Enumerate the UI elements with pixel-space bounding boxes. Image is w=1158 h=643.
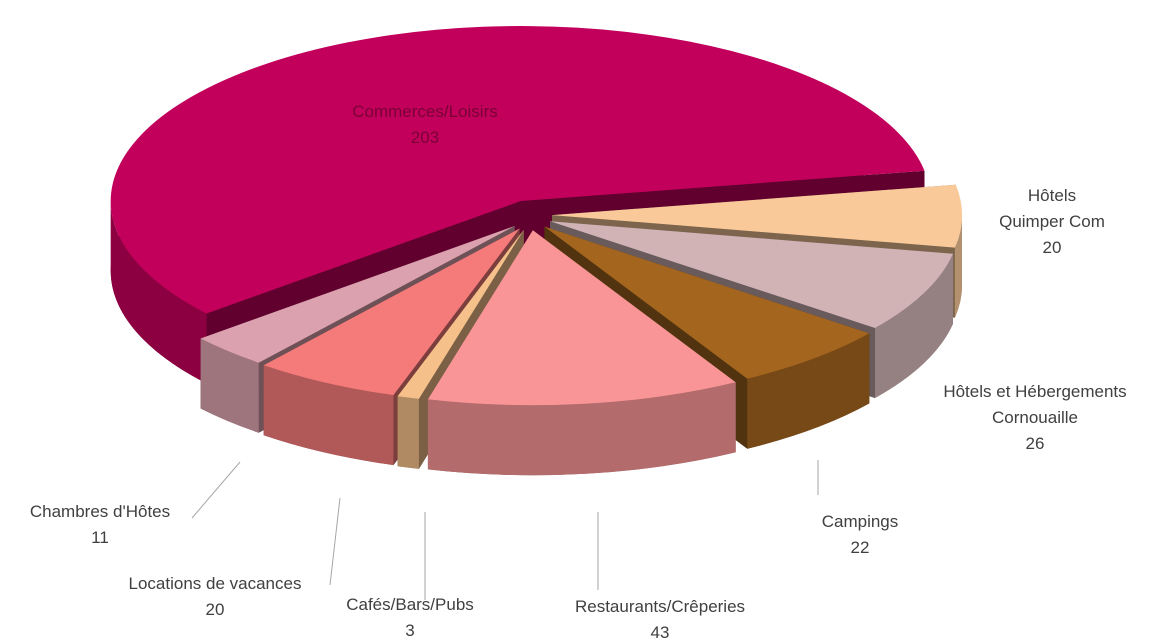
pie-slice [200, 226, 515, 363]
category-name: Cafés/Bars/Pubs [346, 595, 474, 614]
category-name: Restaurants/Crêperies [574, 597, 746, 616]
pie-slice [551, 184, 963, 248]
slice-outer-wall [397, 396, 419, 469]
pie-slice [263, 228, 520, 396]
slice-label: Commerces/Loisirs 203 [352, 99, 497, 151]
slice-label: Campings 22 [822, 509, 899, 561]
pie-slice [544, 226, 870, 379]
pie-slice [110, 26, 925, 314]
slice-outer-wall [110, 201, 207, 384]
category-name: Hôtels Quimper Com [999, 186, 1105, 231]
slice-outer-wall [747, 333, 870, 449]
value-label: 26 [1025, 434, 1045, 453]
category-name: Locations de vacances [128, 574, 302, 593]
pie-slice [397, 229, 524, 399]
category-name: Commerces/Loisirs [352, 102, 498, 121]
category-name: Campings [821, 512, 899, 531]
category-name: Chambres d'Hôtes [29, 502, 171, 521]
slice-label: Chambres d'Hôtes 11 [30, 499, 170, 551]
value-label: 203 [410, 128, 440, 147]
slice-outer-wall [875, 253, 953, 398]
leader-line [329, 497, 341, 586]
value-label: 20 [205, 600, 225, 619]
slice-label: Locations de vacances 20 [129, 571, 302, 623]
category-name: Hôtels et Hébergements Cornouaille [943, 382, 1127, 427]
value-label: 3 [405, 621, 415, 640]
value-label: 22 [850, 538, 870, 557]
slice-label: Cafés/Bars/Pubs 3 [346, 592, 474, 643]
value-label: 43 [650, 623, 670, 642]
slice-outer-wall [427, 382, 736, 476]
slice-label: Hôtels Quimper Com 20 [999, 183, 1105, 261]
slice-outer-wall [954, 215, 962, 318]
slice-label: Hôtels et Hébergements Cornouaille 26 [915, 379, 1155, 457]
pie-slice [550, 221, 953, 328]
value-label: 20 [1042, 238, 1062, 257]
slice-outer-wall [263, 365, 394, 466]
slice-outer-wall [200, 338, 259, 433]
leader-line [191, 461, 241, 519]
pie-slice [427, 230, 736, 406]
slice-label: Restaurants/Crêperies 43 [575, 594, 745, 643]
value-label: 11 [91, 528, 109, 547]
